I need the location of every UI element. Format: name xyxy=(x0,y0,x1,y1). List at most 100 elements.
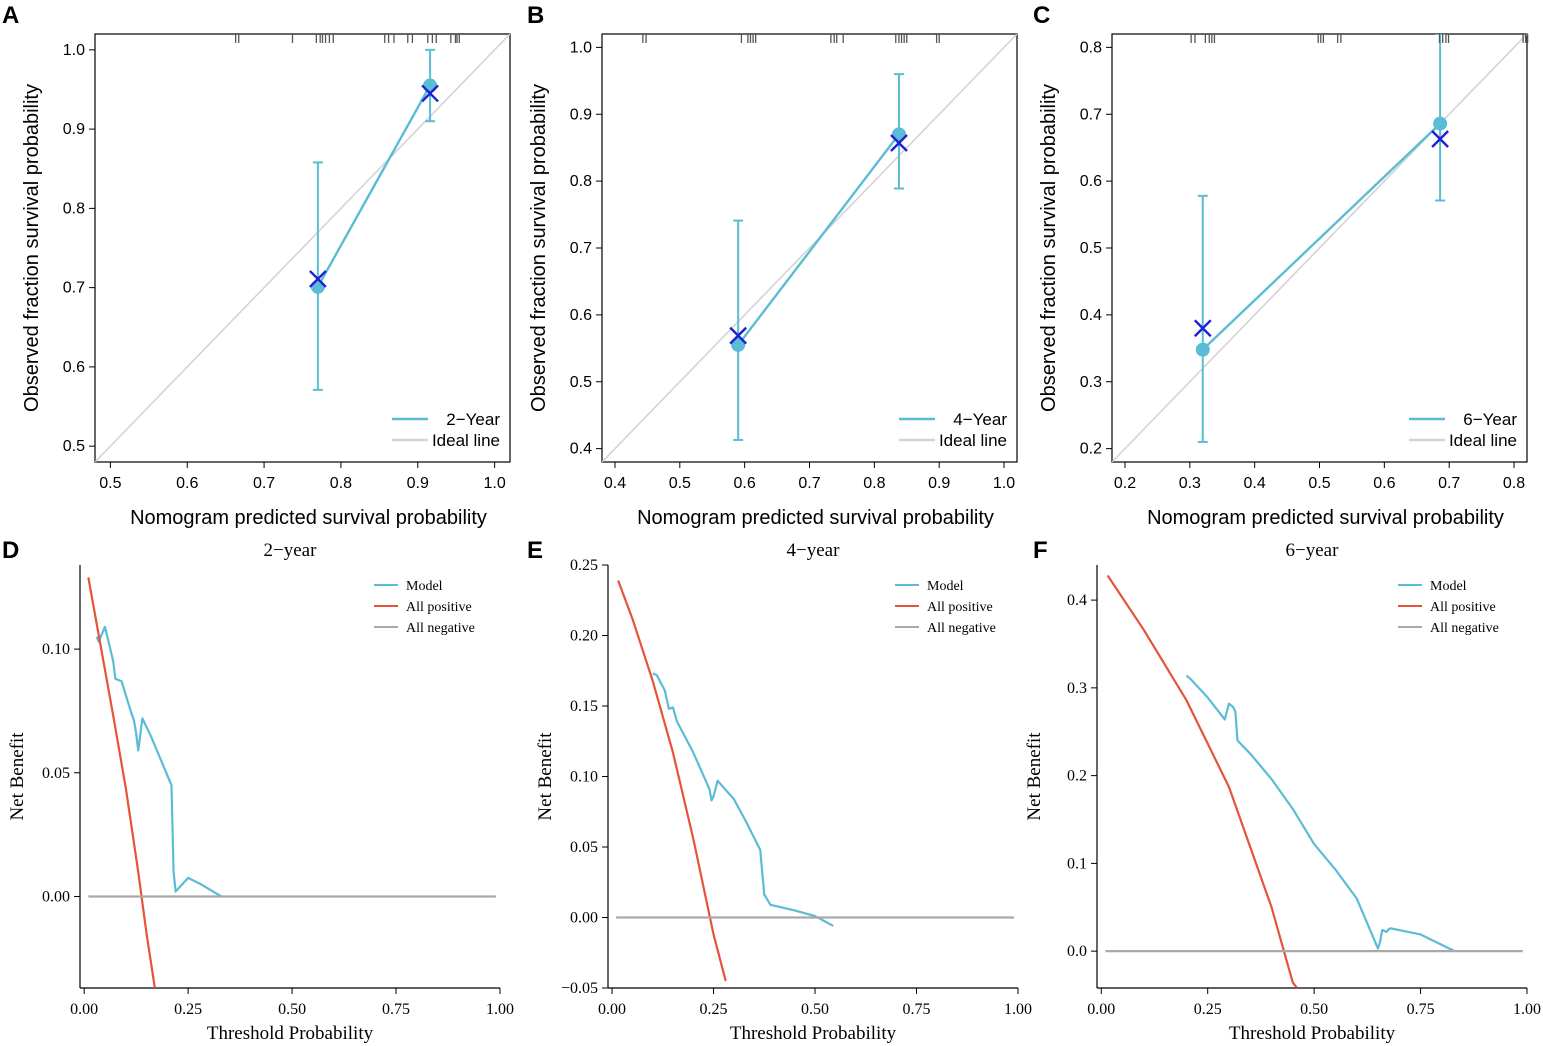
x-tick-label: 0.25 xyxy=(700,1001,728,1018)
y-axis-title: Net Benefit xyxy=(535,732,556,821)
panel-label: F xyxy=(1033,537,1048,564)
x-tick-label: 0.7 xyxy=(1438,475,1460,492)
x-tick-label: 0.7 xyxy=(253,475,275,492)
x-tick-label: 0.8 xyxy=(863,475,885,492)
x-tick-label: 0.75 xyxy=(1407,1001,1435,1018)
x-axis-title: Nomogram predicted survival probability xyxy=(637,507,994,529)
y-tick-label: 0.00 xyxy=(570,910,598,927)
ideal-line xyxy=(602,34,1017,462)
plot-area xyxy=(95,34,510,462)
x-tick-label: 0.75 xyxy=(903,1001,931,1018)
plot-frame xyxy=(94,33,511,463)
cross-stroke xyxy=(421,84,439,103)
panel-label: E xyxy=(527,537,543,564)
y-tick-label: 0.9 xyxy=(570,106,592,123)
legend-label: All positive xyxy=(927,600,993,615)
panel-e: E0.00 0.25 0.50 0.75 1.00−0.050.000.050.100.… xyxy=(527,537,1032,1044)
bias-corrected-marker xyxy=(309,270,327,288)
y-tick-label: 0.5 xyxy=(63,438,85,455)
legend-label: Ideal line xyxy=(1449,431,1517,450)
x-tick-label: 0.6 xyxy=(734,475,756,492)
y-tick-label: 0.2 xyxy=(1067,768,1087,785)
y-tick-label: 0.05 xyxy=(570,839,598,856)
observed-point xyxy=(310,279,325,294)
x-axis-title: Threshold Probability xyxy=(730,1023,897,1044)
y-axis-title: Net Benefit xyxy=(7,732,28,821)
chart-title: 4−year xyxy=(787,540,841,561)
bias-corrected-marker xyxy=(1193,319,1212,338)
y-tick-label: 0.00 xyxy=(42,888,70,905)
panel-b: B 0.4 0.5 0.6 0.7 0.8 0.9 1.0 0.4 0.5 0.6 0.7 0.8 0.9… xyxy=(527,2,1018,529)
y-axis-title: Net Benefit xyxy=(1024,732,1045,821)
y-tick-label: 0.6 xyxy=(1080,173,1102,190)
x-tick-label: 0.00 xyxy=(1087,1001,1115,1018)
y-tick-label: 0.7 xyxy=(63,280,85,297)
y-tick-label: 0.25 xyxy=(570,557,598,574)
x-tick-label: 0.7 xyxy=(798,475,820,492)
x-tick-label: 1.0 xyxy=(484,475,506,492)
bias-corrected-marker xyxy=(890,134,908,152)
x-tick-label: 0.5 xyxy=(1308,475,1330,492)
x-tick-label: 0.50 xyxy=(1300,1001,1328,1018)
y-tick-label: 0.5 xyxy=(1080,240,1102,257)
legend-label: All positive xyxy=(1430,600,1496,615)
x-tick-label: 1.00 xyxy=(1004,1001,1032,1018)
x-tick-label: 0.8 xyxy=(330,475,352,492)
cross-stroke xyxy=(1193,319,1212,338)
x-tick-label: 0.00 xyxy=(598,1001,626,1018)
plot-area xyxy=(1105,574,1523,988)
chart-title: 6−year xyxy=(1286,540,1340,561)
panel-c: C 0.2 0.3 0.4 0.5 0.6 0.7 0.8 0.2 0.3 0.4 0.5 0.6 0.7… xyxy=(1033,2,1529,529)
legend-label: 2−Year xyxy=(446,410,500,429)
panel-label: B xyxy=(527,2,544,29)
series-all-positive xyxy=(617,580,727,982)
plot-area xyxy=(602,34,1017,462)
x-tick-label: 0.4 xyxy=(604,475,626,492)
ideal-line xyxy=(1112,34,1527,462)
y-tick-label: 0.3 xyxy=(1067,680,1087,697)
cross-stroke xyxy=(1431,130,1449,148)
legend-label: Ideal line xyxy=(939,431,1007,450)
x-axis-title: Nomogram predicted survival probability xyxy=(1147,507,1504,529)
x-tick-label: 0.25 xyxy=(1194,1001,1222,1018)
y-tick-label: 0.7 xyxy=(570,240,592,257)
legend-label: Model xyxy=(927,579,964,594)
panel-label: A xyxy=(2,2,19,29)
y-tick-label: 0.9 xyxy=(63,121,85,138)
panel-f: F 0.00 0.25 0.50 0.75 1.00 0.0 0.1 0.2 0.3 0.4 Thre… xyxy=(1024,537,1541,1044)
y-tick-label: 0.3 xyxy=(1080,374,1102,391)
x-tick-label: 0.75 xyxy=(382,1001,410,1018)
series-model xyxy=(95,625,222,898)
x-axis-title: Nomogram predicted survival probability xyxy=(130,507,487,529)
chart-title: 2−year xyxy=(264,540,318,561)
y-tick-label: 0.05 xyxy=(42,765,70,782)
x-tick-label: 0.50 xyxy=(278,1001,306,1018)
y-tick-label: 1.0 xyxy=(63,42,85,59)
legend-label: All negative xyxy=(406,621,475,636)
cross-stroke xyxy=(729,326,748,345)
panel-a: A 0.5 0.6 0.7 0.8 0.9 1.0 0.5 0.6 0.7 0.8 0.9 1.0 Nom… xyxy=(2,2,511,529)
y-tick-label: 0.4 xyxy=(570,441,592,458)
legend-label: All positive xyxy=(406,600,472,615)
series-model xyxy=(652,672,834,927)
panel-d: D 0.00 0.25 0.50 0.75 1.00 0.00 0.05 0.10 Thresho… xyxy=(2,537,514,1044)
x-tick-label: 1.0 xyxy=(993,475,1015,492)
y-tick-label: 0.15 xyxy=(570,698,598,715)
y-tick-label: 0.7 xyxy=(1080,106,1102,123)
y-tick-label: 0.20 xyxy=(570,628,598,645)
bias-corrected-marker xyxy=(729,326,748,345)
y-tick-label: 0.4 xyxy=(1067,592,1087,609)
bias-corrected-marker xyxy=(421,84,439,103)
plot-area xyxy=(616,580,1014,982)
y-axis-title: Observed fraction survival probability xyxy=(528,84,550,412)
x-tick-label: 0.5 xyxy=(99,475,121,492)
calibration-line xyxy=(316,84,432,288)
y-tick-label: −0.05 xyxy=(561,980,598,997)
x-tick-label: 0.9 xyxy=(928,475,950,492)
y-tick-label: 0.0 xyxy=(1067,943,1087,960)
cross-stroke xyxy=(890,134,908,152)
observed-point xyxy=(423,78,438,93)
y-tick-label: 0.5 xyxy=(570,374,592,391)
y-tick-label: 0.6 xyxy=(570,307,592,324)
x-tick-label: 0.5 xyxy=(669,475,691,492)
